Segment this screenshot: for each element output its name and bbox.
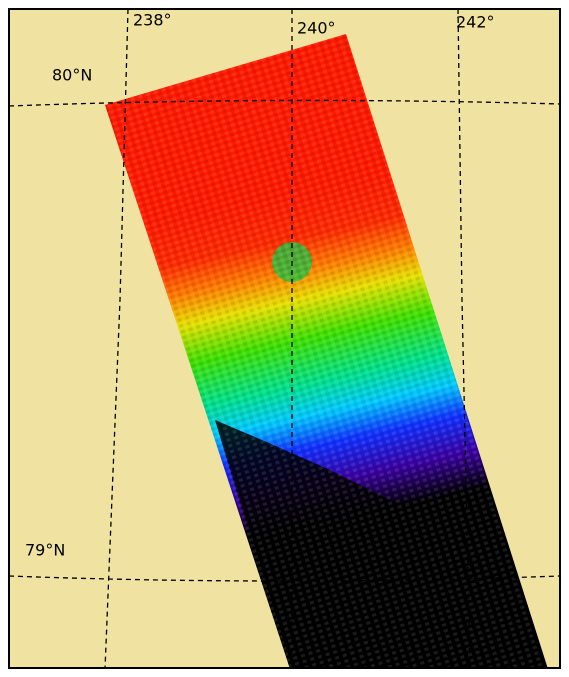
latitude-label: 80°N — [52, 66, 92, 85]
map: 238° 240° 242° 80°N 79°N — [0, 0, 569, 677]
longitude-label: 238° — [133, 11, 172, 30]
longitude-label: 240° — [297, 19, 336, 38]
latitude-label: 79°N — [25, 541, 65, 560]
longitude-label: 242° — [456, 13, 495, 32]
